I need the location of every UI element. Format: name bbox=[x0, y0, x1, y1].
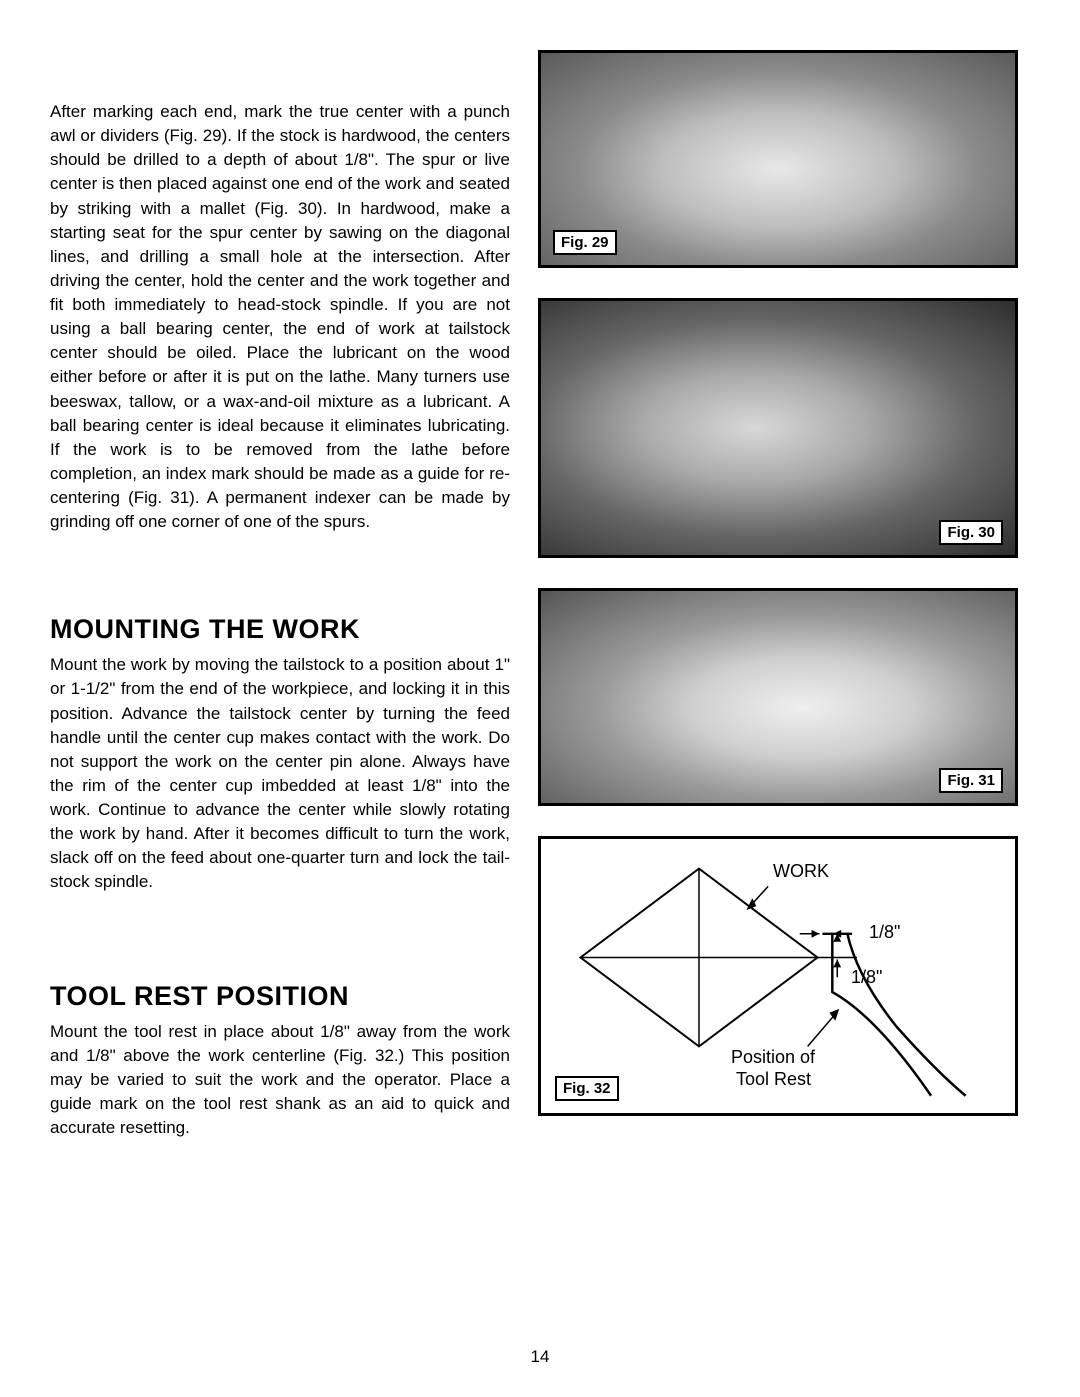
photo-placeholder bbox=[541, 301, 1015, 555]
figure-32: WORK 1/8" 1/8" Position of Tool Rest Fig… bbox=[538, 836, 1018, 1116]
page: After marking each end, mark the true ce… bbox=[0, 0, 1080, 1180]
left-column: After marking each end, mark the true ce… bbox=[50, 50, 510, 1140]
intro-paragraph: After marking each end, mark the true ce… bbox=[50, 100, 510, 534]
heading-toolrest: TOOL REST POSITION bbox=[50, 981, 510, 1012]
figure-29: Fig. 29 bbox=[538, 50, 1018, 268]
diagram-label-pos2: Tool Rest bbox=[736, 1069, 811, 1090]
mounting-paragraph: Mount the work by moving the tailstock t… bbox=[50, 653, 510, 894]
right-column: Fig. 29 Fig. 30 Fig. 31 bbox=[538, 50, 1018, 1140]
figure-30: Fig. 30 bbox=[538, 298, 1018, 558]
figure-label: Fig. 29 bbox=[553, 230, 617, 255]
diagram-label-dim-h: 1/8" bbox=[869, 922, 900, 943]
diagram-label-work: WORK bbox=[773, 861, 829, 882]
figure-label: Fig. 30 bbox=[939, 520, 1003, 545]
figure-label: Fig. 32 bbox=[555, 1076, 619, 1101]
heading-mounting: MOUNTING THE WORK bbox=[50, 614, 510, 645]
figure-31: Fig. 31 bbox=[538, 588, 1018, 806]
toolrest-paragraph: Mount the tool rest in place about 1/8" … bbox=[50, 1020, 510, 1141]
diagram-label-dim-v: 1/8" bbox=[851, 967, 882, 988]
page-number: 14 bbox=[0, 1347, 1080, 1367]
figure-label: Fig. 31 bbox=[939, 768, 1003, 793]
diagram-label-pos1: Position of bbox=[731, 1047, 815, 1068]
